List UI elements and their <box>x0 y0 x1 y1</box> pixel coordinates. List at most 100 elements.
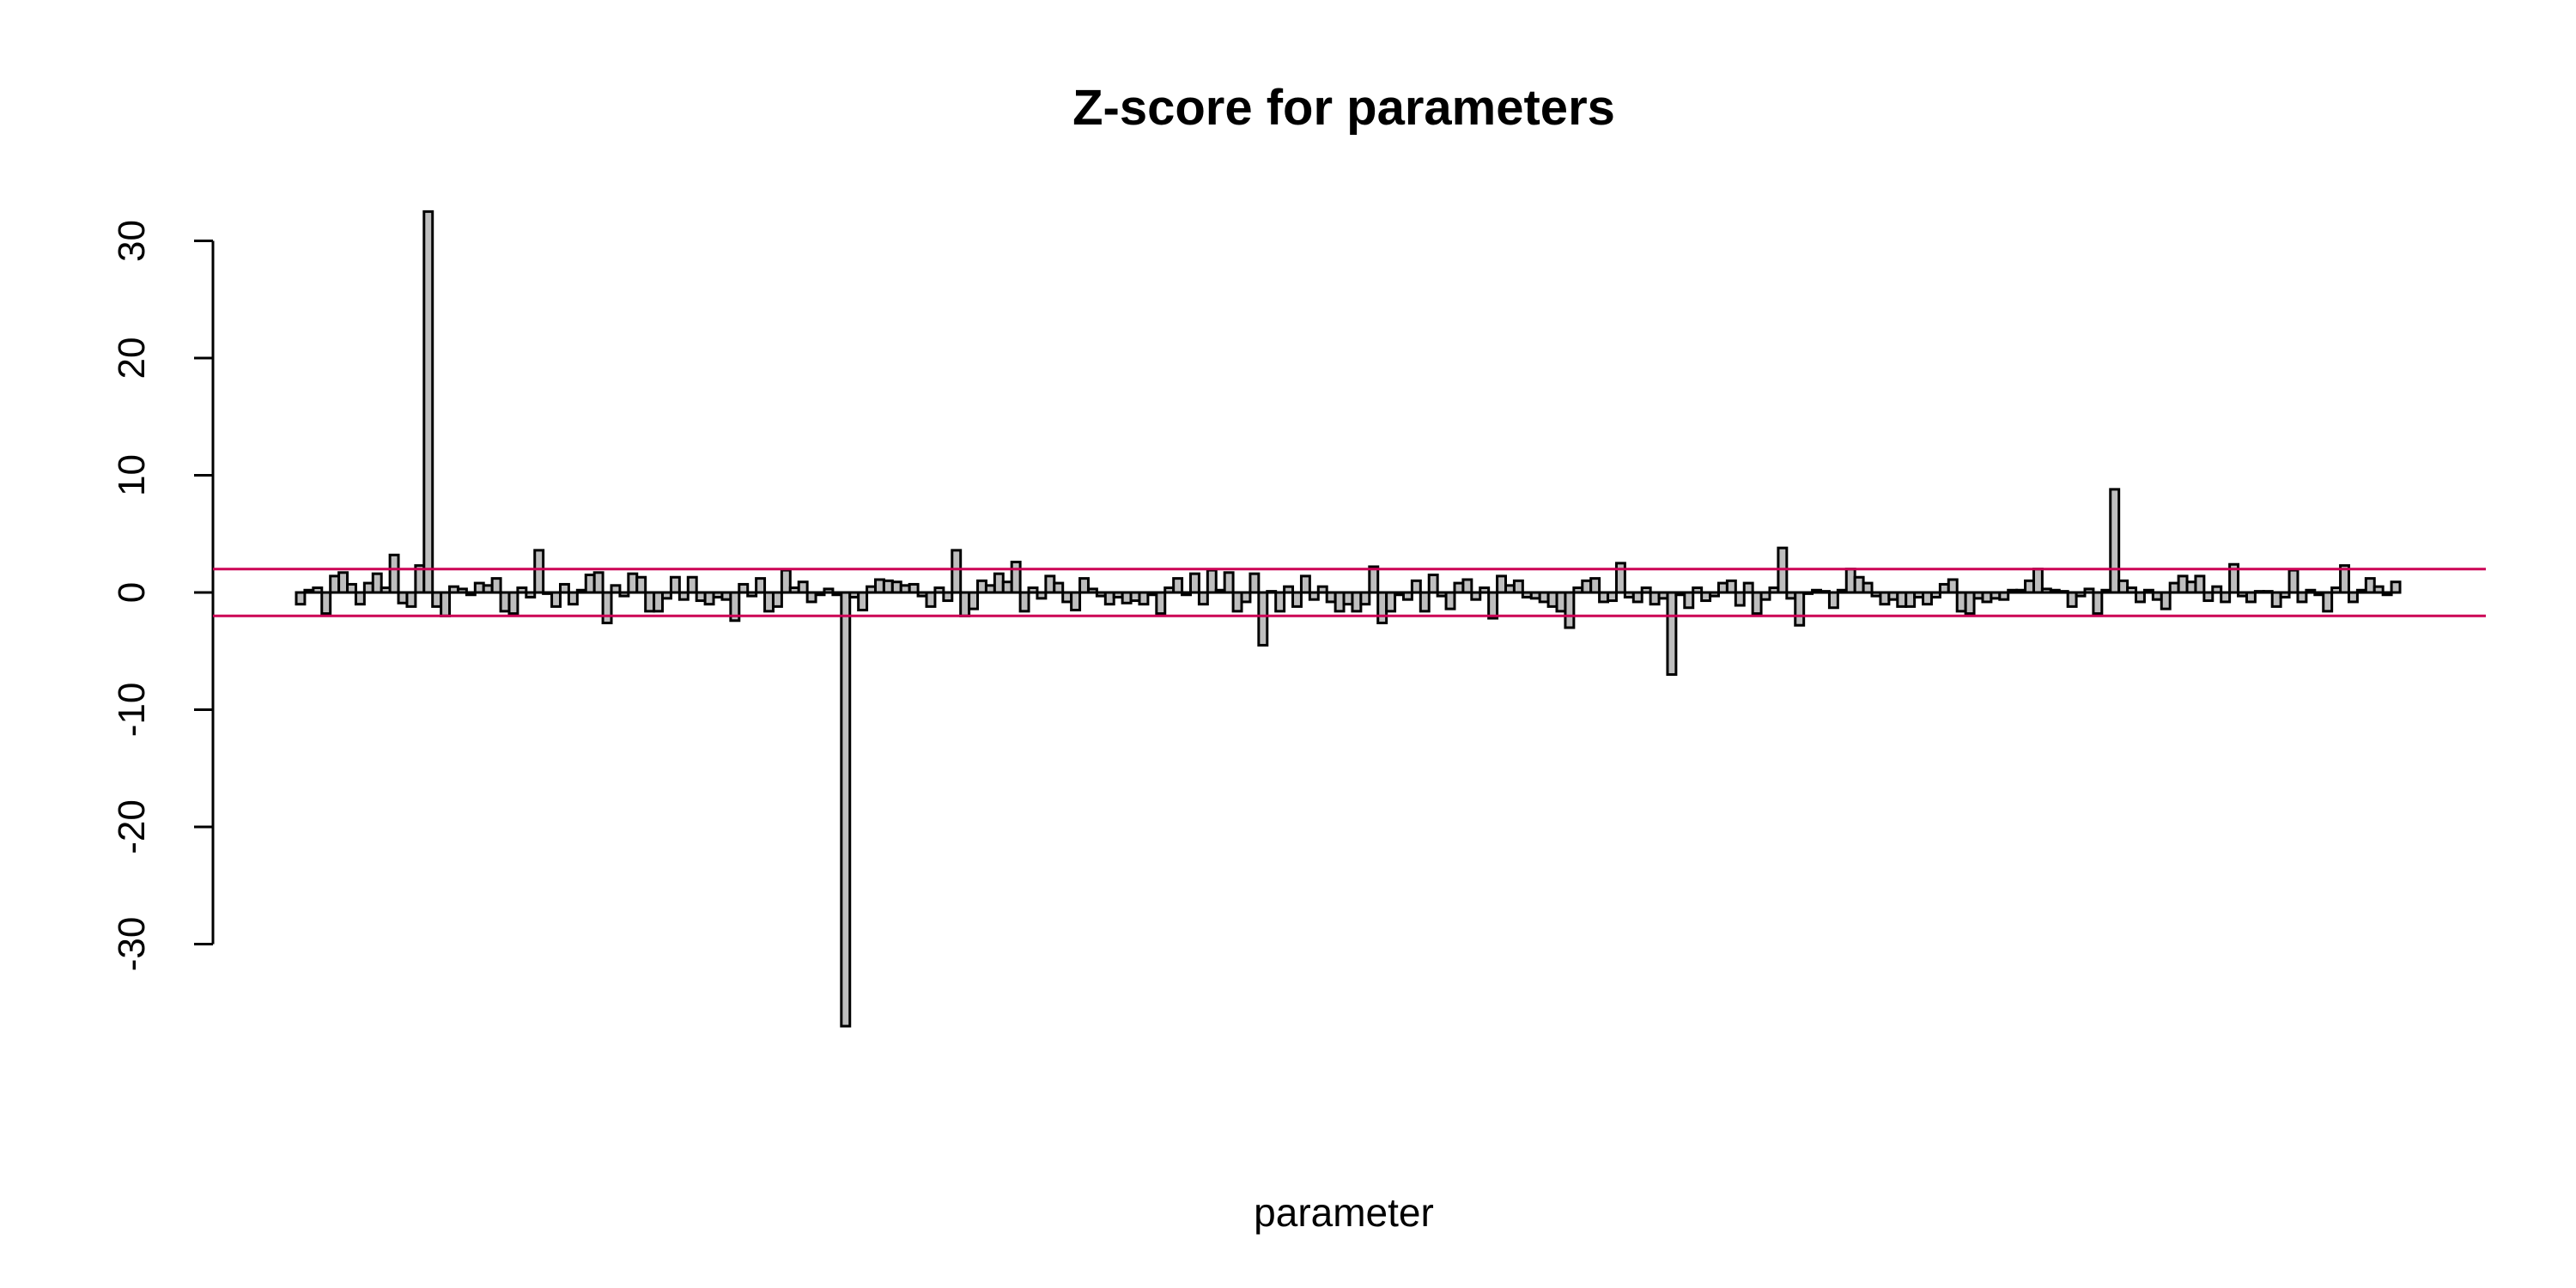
bar <box>1709 591 1720 598</box>
bar <box>1444 591 1456 611</box>
bar <box>1138 591 1150 606</box>
bar <box>507 591 519 616</box>
bar <box>533 549 545 594</box>
bar <box>1419 591 1431 613</box>
bar <box>677 591 690 601</box>
bar <box>942 591 954 603</box>
bar <box>1862 581 1874 594</box>
bar <box>951 549 963 594</box>
bar <box>1589 577 1601 594</box>
bar <box>1666 591 1678 677</box>
bar <box>2279 591 2291 598</box>
bar <box>2228 562 2240 594</box>
bar <box>925 591 937 608</box>
bar <box>1640 586 1652 594</box>
bar <box>908 582 920 594</box>
bar <box>1947 578 1959 594</box>
bar <box>1461 578 1473 594</box>
reference-lines <box>213 568 2486 617</box>
bar <box>1291 591 1303 608</box>
bar <box>320 591 332 616</box>
bar <box>2160 591 2172 611</box>
bar <box>1172 577 1184 594</box>
bar <box>2339 564 2350 594</box>
bar <box>1274 591 1286 613</box>
bar <box>1905 591 1917 608</box>
bar <box>2245 591 2257 604</box>
bar <box>516 586 528 594</box>
bar <box>933 586 945 594</box>
bar <box>1359 591 1371 606</box>
bar <box>354 591 366 606</box>
bar <box>669 575 681 594</box>
y-tick-label: 0 <box>111 582 153 603</box>
bar <box>1683 591 1695 610</box>
bar <box>1929 591 1941 598</box>
y-axis: -30 -20 -10 0 10 20 30 <box>111 220 215 972</box>
bar <box>1614 562 1626 594</box>
bar <box>755 577 767 594</box>
bar <box>661 591 672 600</box>
bar <box>550 591 562 608</box>
bar <box>2270 591 2282 608</box>
bar <box>1155 591 1167 616</box>
bar <box>2135 591 2146 604</box>
bar <box>558 582 570 594</box>
bar <box>968 591 980 611</box>
bar <box>1027 586 1039 594</box>
bar <box>1283 585 1295 594</box>
bar <box>635 575 647 594</box>
bar <box>686 575 698 594</box>
bar <box>1725 579 1737 594</box>
bar <box>456 587 468 594</box>
bar <box>2083 587 2095 594</box>
bar <box>771 591 783 608</box>
bar <box>1512 579 1524 594</box>
bar <box>2066 591 2078 608</box>
bar <box>422 210 434 594</box>
bar <box>1223 571 1235 594</box>
bar <box>1964 591 1976 616</box>
bar <box>797 580 809 594</box>
bar <box>2372 585 2385 594</box>
bar <box>1470 591 1482 601</box>
bar <box>2296 591 2308 604</box>
bar <box>653 591 665 613</box>
bar <box>1308 591 1320 601</box>
bar <box>2211 585 2223 594</box>
bar <box>1998 591 2010 601</box>
bar <box>1010 561 1022 594</box>
bar <box>601 591 613 624</box>
x-axis-label: parameter <box>1254 1190 1434 1235</box>
bar <box>1368 565 1380 594</box>
bar <box>1036 591 1048 600</box>
y-tick-label: 10 <box>111 454 153 496</box>
bar <box>1734 591 1746 607</box>
bar <box>1401 591 1413 601</box>
bar <box>346 582 357 594</box>
bar <box>805 591 817 604</box>
bar <box>840 591 852 1028</box>
bar <box>1692 586 1704 594</box>
bar <box>1410 579 1422 594</box>
y-tick-label: -30 <box>111 917 153 972</box>
bar <box>1053 581 1065 594</box>
bar <box>2092 591 2104 616</box>
bar <box>405 591 417 608</box>
y-tick-label: -10 <box>111 683 153 738</box>
bar <box>1070 591 1082 611</box>
bar <box>2194 574 2206 594</box>
bar <box>1751 591 1763 616</box>
bar <box>1759 591 1771 601</box>
bar <box>1299 574 1311 594</box>
bar <box>1257 591 1269 647</box>
bar <box>490 577 502 594</box>
bar <box>729 591 741 623</box>
bar <box>746 591 758 598</box>
bar <box>823 587 835 594</box>
bar <box>2075 591 2087 598</box>
bar <box>1086 587 1098 594</box>
bar <box>2287 568 2300 594</box>
